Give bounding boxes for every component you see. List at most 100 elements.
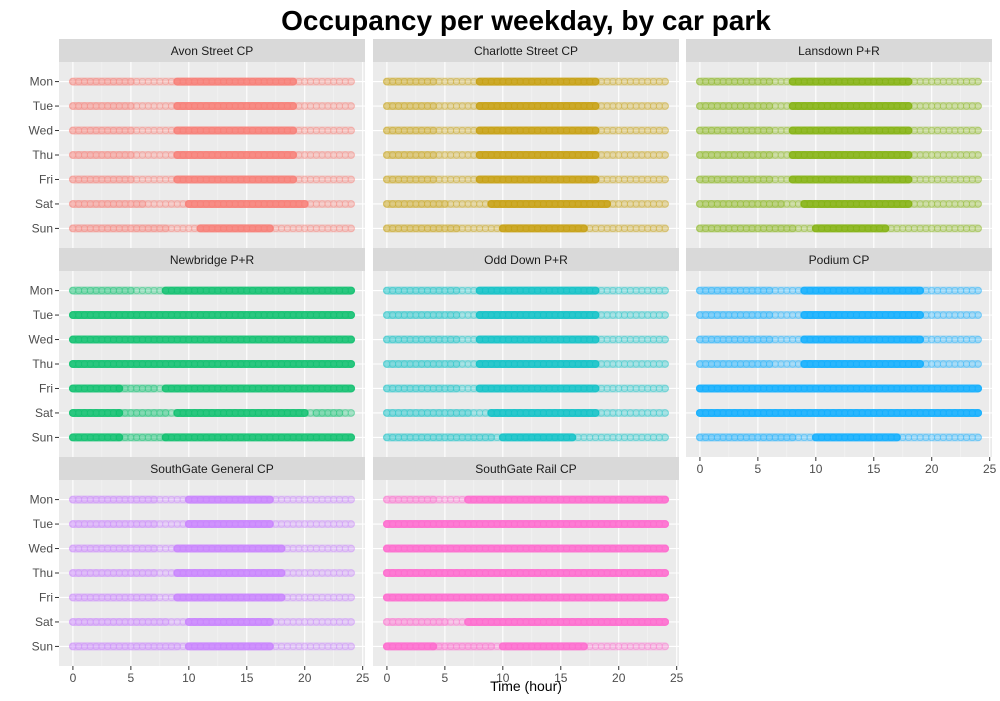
data-point [464,200,472,208]
data-point [283,126,291,135]
data-point [335,618,344,626]
data-point [626,200,634,208]
data-point [277,384,286,393]
data-point [196,433,205,442]
data-point [127,77,135,86]
data-point [191,311,199,319]
data-point [283,151,291,159]
data-point [470,569,478,577]
data-point [609,569,617,577]
data-point [156,384,164,393]
data-point [528,175,536,184]
data-point [435,200,443,208]
data-point [208,618,216,626]
y-tick-label: Sun [32,639,53,653]
data-point [341,77,349,86]
data-point [760,200,768,208]
data-point [818,384,826,393]
data-point [528,126,536,135]
data-point [661,495,669,504]
data-point [312,200,320,208]
data-point [115,360,123,368]
data-point [219,544,228,553]
data-point [846,360,855,368]
data-point [933,311,942,319]
data-point [248,286,257,295]
data-point [394,360,403,368]
data-point [522,286,530,295]
data-point [818,311,826,319]
data-point [266,311,274,319]
data-point [562,384,571,393]
data-point [481,311,490,319]
data-point [109,175,118,184]
data-point [330,409,338,417]
data-point [539,126,547,135]
data-point [156,102,164,110]
data-point [86,495,94,504]
data-point [551,409,559,417]
data-point [951,102,959,110]
data-point [231,151,239,159]
data-point [196,569,205,577]
data-point [133,569,141,577]
data-point [389,151,397,159]
data-point [406,618,414,626]
data-point [400,569,408,577]
data-point [202,200,210,208]
data-point [406,360,414,368]
data-point [794,175,803,184]
data-point [765,126,774,135]
data-point [702,409,710,417]
data-point [98,544,106,553]
data-point [98,286,106,295]
data-point [794,433,803,442]
data-point [545,544,553,553]
data-point [464,593,472,602]
data-point [870,433,878,442]
data-point [69,200,77,208]
data-point [191,360,199,368]
data-point [277,409,286,417]
data-point [225,200,233,208]
data-point [522,384,530,393]
data-point [574,544,582,553]
data-point [818,126,826,135]
data-point [933,335,942,344]
data-point [893,433,901,442]
data-point [237,151,245,159]
data-point [133,642,141,651]
data-point [539,642,547,651]
x-tick-label: 5 [755,462,762,476]
data-point [470,200,478,208]
data-point [557,77,565,86]
data-point [574,495,582,504]
data-point [812,77,820,86]
data-point [254,495,262,504]
data-point [237,224,245,233]
data-point [243,618,251,626]
data-point [591,335,600,344]
data-point [115,433,123,442]
data-point [562,126,571,135]
data-point [406,77,414,86]
data-point [783,224,791,233]
data-point [765,77,774,86]
data-point [301,102,309,110]
data-point [231,126,239,135]
data-point [383,126,391,135]
data-point [568,102,576,110]
data-point [545,409,553,417]
data-point [389,311,397,319]
data-point [185,200,193,208]
data-point [418,151,426,159]
data-point [324,495,332,504]
data-point [968,175,976,184]
data-point [655,618,663,626]
data-point [214,384,222,393]
series-newbridge-p-r-wed [68,335,356,344]
data-point [86,544,94,553]
data-point [423,175,432,184]
data-point [162,311,170,319]
